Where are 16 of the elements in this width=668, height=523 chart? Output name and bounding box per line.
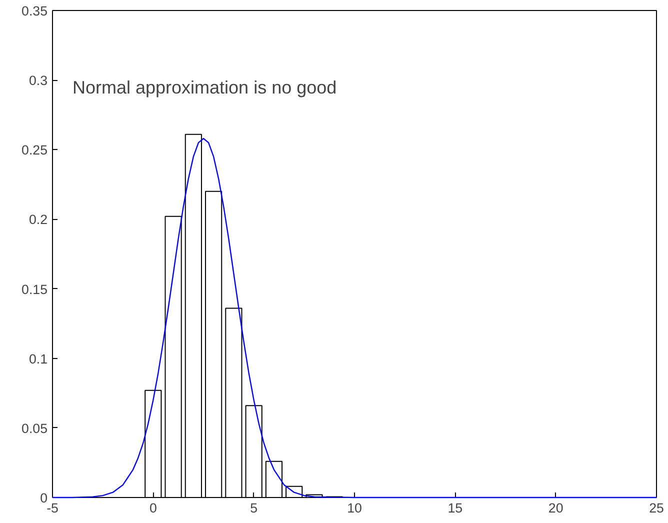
x-tick-label: 25 (649, 500, 664, 516)
x-tick-label: 15 (448, 500, 463, 516)
y-tick-label: 0.2 (28, 212, 48, 228)
y-tick-label: 0.15 (22, 282, 48, 297)
x-tick-label: 10 (347, 500, 362, 516)
y-tick-label: 0.25 (22, 142, 48, 158)
y-tick-label: 0.3 (28, 73, 48, 88)
annotation: Normal approximation is no good (72, 78, 337, 98)
x-tick-label: 20 (548, 500, 564, 516)
y-tick-label: 0 (40, 490, 48, 506)
x-tick-label: 5 (250, 500, 258, 516)
x-tick-label: -5 (46, 500, 58, 516)
y-tick-label: 0.1 (28, 351, 48, 366)
y-tick-label: 0.05 (22, 420, 48, 436)
y-tick-label: 0.35 (22, 4, 48, 18)
x-tick-label: 0 (149, 500, 157, 516)
